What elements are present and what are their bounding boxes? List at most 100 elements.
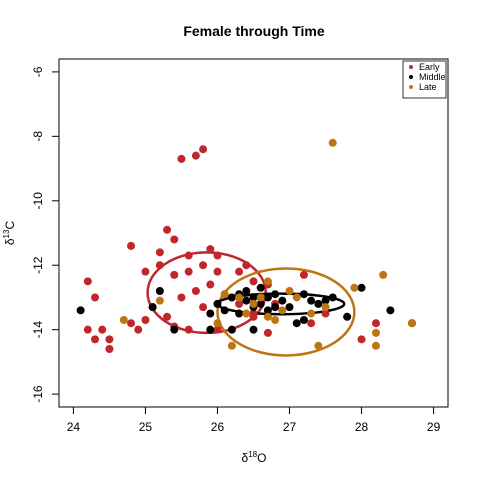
point-late: [328, 138, 337, 147]
point-early: [163, 225, 172, 234]
point-early: [357, 335, 366, 344]
point-middle: [148, 303, 157, 312]
point-middle: [206, 309, 215, 318]
point-middle: [227, 325, 236, 334]
point-late: [271, 316, 280, 324]
point-late: [321, 303, 330, 312]
point-middle: [256, 283, 265, 292]
x-tick-label: 28: [355, 420, 369, 434]
point-middle: [328, 293, 337, 302]
point-late: [242, 309, 251, 318]
chart-title: Female through Time: [183, 23, 325, 39]
point-middle: [227, 293, 236, 302]
point-middle: [263, 306, 272, 315]
point-late: [256, 293, 265, 302]
point-middle: [170, 325, 179, 334]
point-middle: [299, 290, 308, 299]
point-early: [98, 325, 107, 334]
point-early: [83, 277, 92, 286]
point-early: [213, 267, 222, 276]
point-late: [285, 287, 294, 295]
point-early: [127, 319, 136, 328]
point-middle: [299, 316, 308, 324]
point-late: [350, 283, 359, 292]
point-early: [91, 335, 100, 344]
point-middle: [292, 319, 301, 328]
point-early: [235, 299, 244, 308]
y-tick-label: -14: [31, 321, 45, 339]
x-tick-label: 25: [139, 420, 153, 434]
point-middle: [213, 299, 222, 308]
point-early: [105, 335, 114, 344]
point-early: [191, 151, 200, 160]
point-early: [177, 154, 186, 163]
point-late: [119, 316, 128, 324]
plot-frame: [58, 58, 449, 408]
point-early: [177, 293, 186, 302]
point-middle: [206, 325, 215, 334]
point-early: [155, 261, 164, 270]
point-early: [213, 251, 222, 260]
y-tick-label: -8: [31, 131, 45, 142]
legend-marker-early: [409, 65, 413, 69]
point-early: [249, 312, 258, 321]
point-middle: [321, 296, 330, 305]
point-late: [407, 319, 416, 328]
x-axis-label-delta: δ: [242, 451, 249, 465]
point-middle: [256, 299, 265, 308]
point-late: [263, 277, 272, 286]
point-early: [141, 316, 150, 324]
point-middle: [263, 293, 272, 302]
x-tick-label: 26: [211, 420, 225, 434]
y-axis: -16 -14 -12 -10 -8 -6: [31, 66, 59, 403]
point-middle: [235, 309, 244, 318]
point-late: [371, 341, 380, 350]
point-early: [321, 309, 330, 318]
y-tick-label: -10: [31, 192, 45, 210]
y-tick-label: -6: [31, 66, 45, 77]
point-early: [242, 261, 251, 270]
point-middle: [314, 299, 323, 308]
y-tick-label: -12: [31, 256, 45, 274]
legend-label-early: Early: [419, 62, 440, 72]
y-axis-label: δ13C: [2, 221, 17, 246]
point-early: [184, 325, 193, 334]
point-middle: [307, 296, 316, 305]
x-tick-label: 29: [427, 420, 441, 434]
y-axis-label-sup: 13: [2, 229, 11, 238]
point-early: [206, 245, 215, 254]
x-axis: 24 25 26 27 28 29: [67, 407, 441, 434]
point-middle: [249, 293, 258, 302]
point-late: [371, 328, 380, 337]
point-middle: [271, 303, 280, 312]
point-middle: [249, 325, 258, 334]
point-early: [83, 325, 92, 334]
point-early: [141, 267, 150, 276]
point-early: [371, 319, 380, 328]
point-early: [91, 293, 100, 302]
x-axis-label-sup: 18: [248, 450, 257, 459]
legend-label-late: Late: [419, 82, 437, 92]
point-early: [105, 345, 114, 353]
point-middle: [285, 303, 294, 312]
point-early: [127, 241, 136, 250]
point-early: [206, 280, 215, 289]
x-tick-label: 24: [67, 420, 81, 434]
x-tick-label: 27: [283, 420, 297, 434]
point-late: [213, 319, 222, 328]
legend-label-middle: Middle: [419, 72, 446, 82]
point-late: [307, 309, 316, 318]
point-early: [213, 325, 222, 334]
point-early: [155, 248, 164, 257]
point-middle: [155, 287, 164, 295]
y-tick-label: -16: [31, 385, 45, 403]
point-middle: [271, 290, 280, 299]
point-middle: [386, 306, 395, 315]
point-early: [263, 328, 272, 337]
point-early: [199, 261, 208, 270]
point-early: [299, 270, 308, 279]
y-axis-label-base: C: [3, 221, 17, 230]
y-axis-label-delta: δ: [3, 238, 17, 245]
